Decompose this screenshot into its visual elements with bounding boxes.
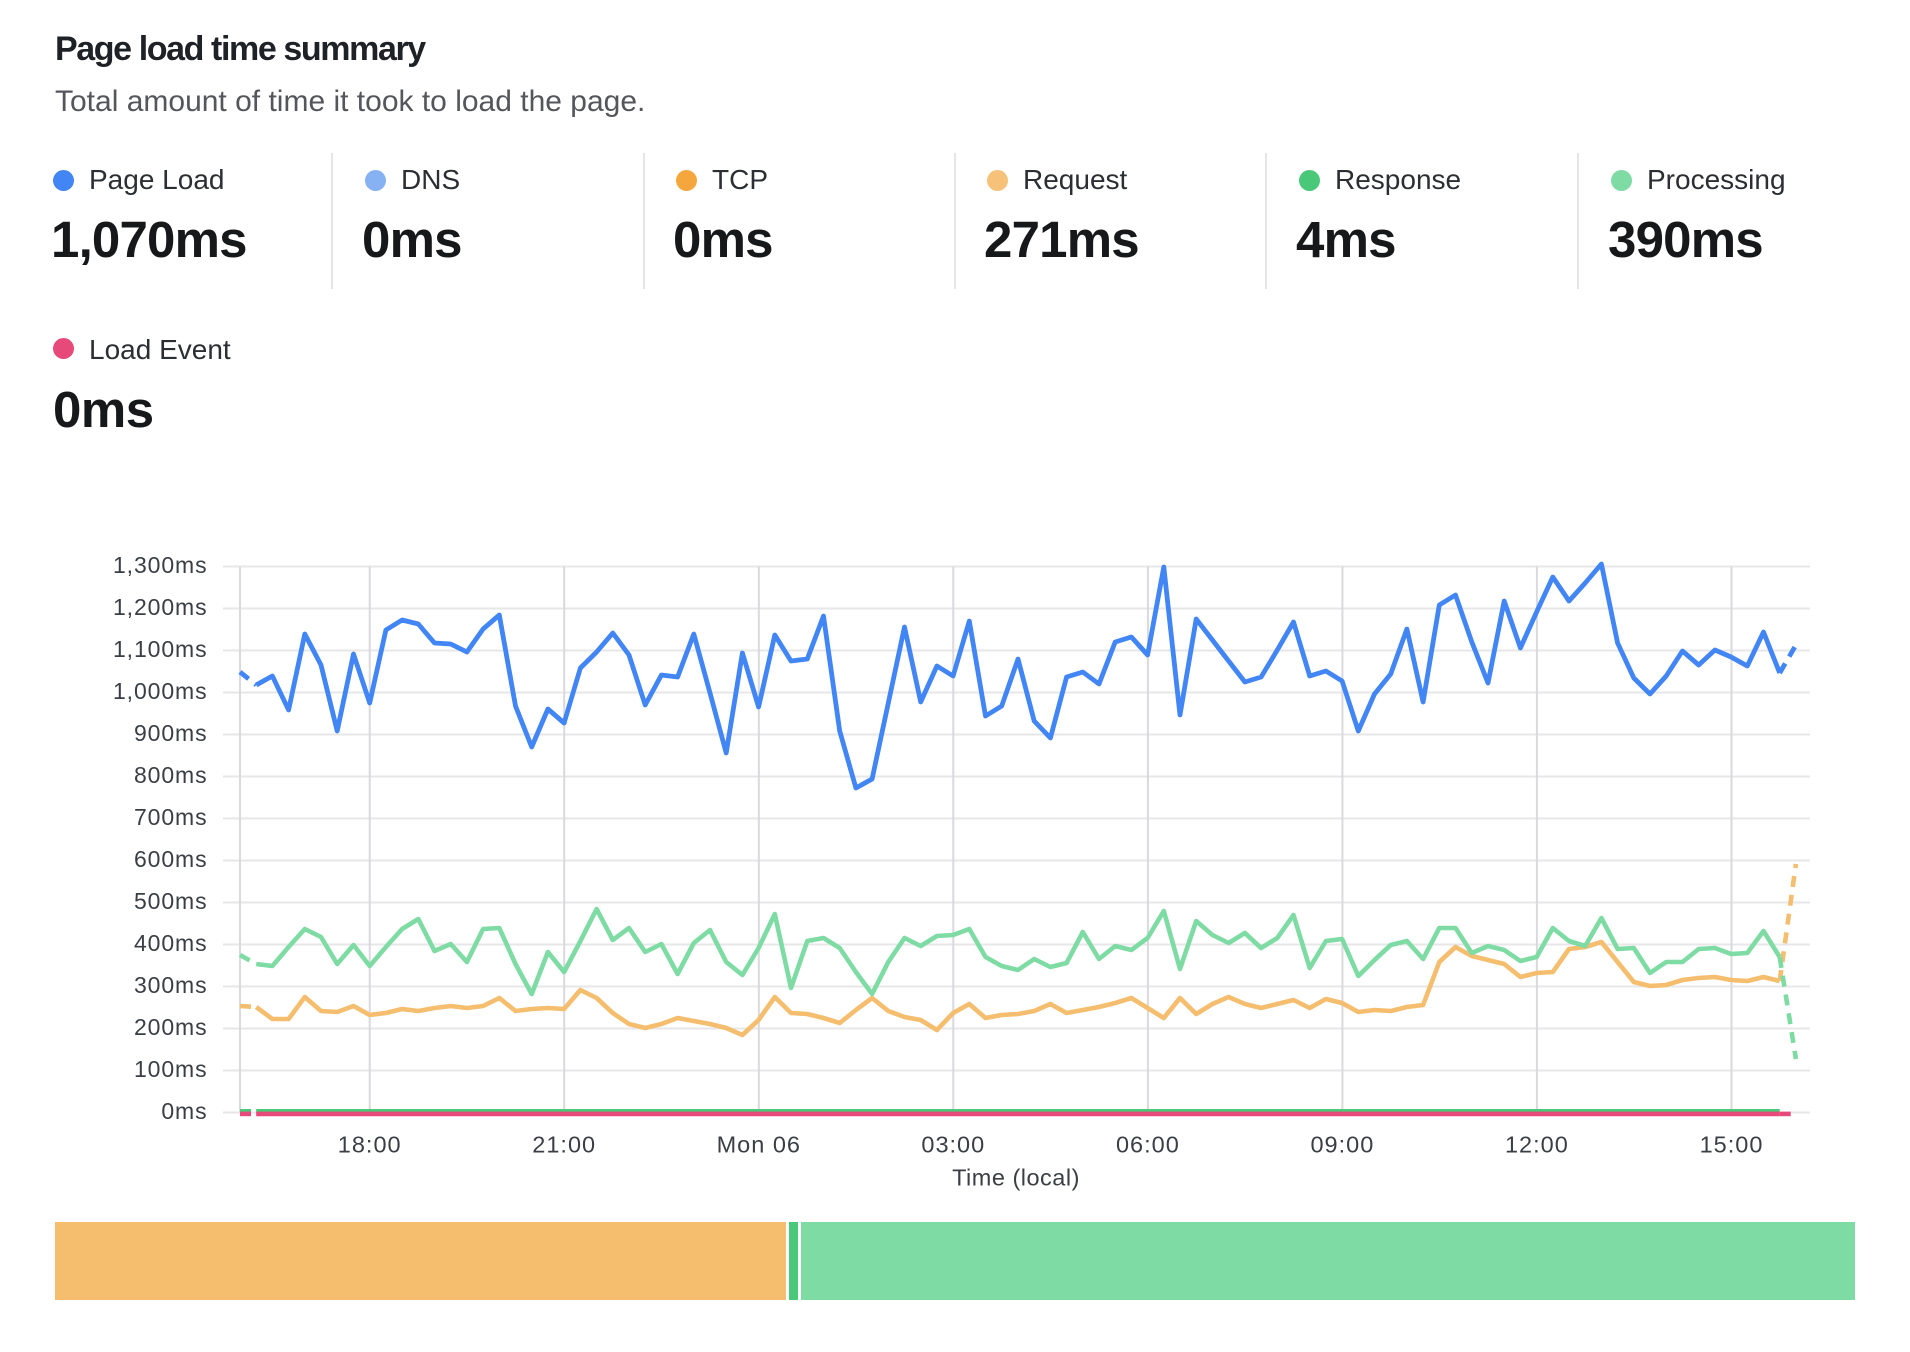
svg-text:03:00: 03:00	[921, 1132, 985, 1158]
svg-text:1,100ms: 1,100ms	[113, 636, 208, 662]
svg-text:1,300ms: 1,300ms	[113, 552, 208, 578]
svg-text:18:00: 18:00	[338, 1132, 402, 1158]
svg-text:12:00: 12:00	[1505, 1132, 1569, 1158]
svg-text:Time (local): Time (local)	[952, 1165, 1080, 1191]
svg-text:09:00: 09:00	[1310, 1132, 1374, 1158]
svg-text:900ms: 900ms	[134, 720, 208, 746]
svg-text:800ms: 800ms	[134, 762, 208, 788]
svg-text:200ms: 200ms	[134, 1014, 208, 1040]
svg-text:300ms: 300ms	[134, 972, 208, 998]
svg-text:700ms: 700ms	[134, 804, 208, 830]
svg-text:06:00: 06:00	[1116, 1132, 1180, 1158]
svg-text:600ms: 600ms	[134, 846, 208, 872]
svg-text:1,200ms: 1,200ms	[113, 594, 208, 620]
svg-text:21:00: 21:00	[532, 1132, 596, 1158]
svg-text:1,000ms: 1,000ms	[113, 678, 208, 704]
svg-text:0ms: 0ms	[161, 1098, 207, 1124]
svg-text:400ms: 400ms	[134, 930, 208, 956]
svg-text:15:00: 15:00	[1700, 1132, 1764, 1158]
svg-text:100ms: 100ms	[134, 1056, 208, 1082]
svg-text:Mon 06: Mon 06	[717, 1132, 801, 1158]
svg-text:500ms: 500ms	[134, 888, 208, 914]
